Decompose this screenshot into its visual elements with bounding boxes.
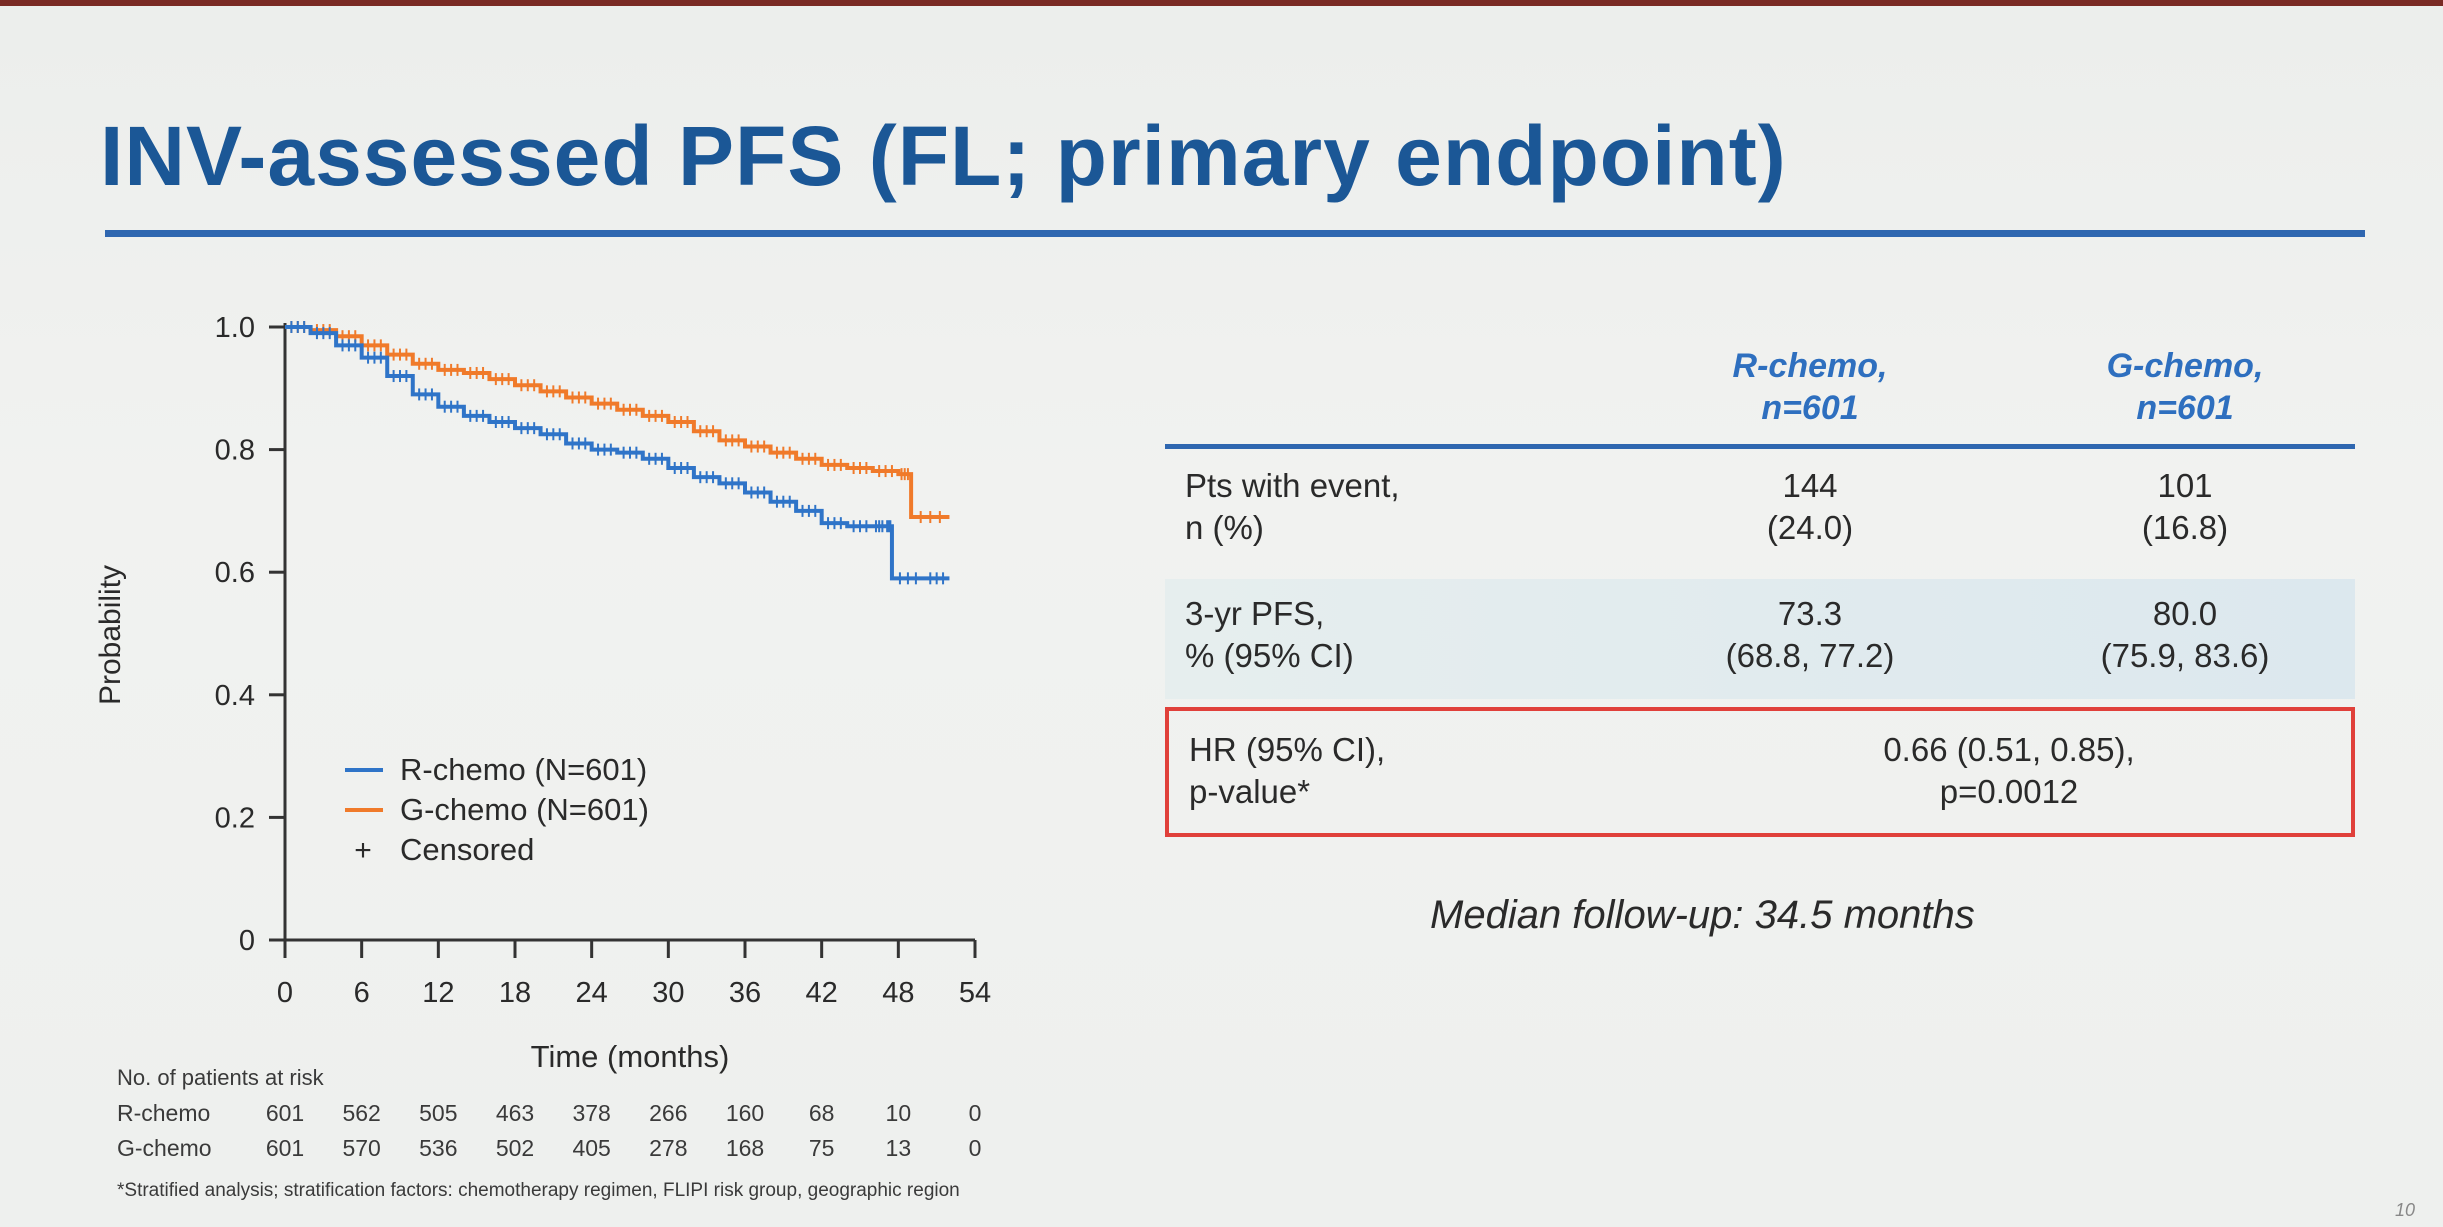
header-line: R-chemo,	[1732, 347, 1888, 385]
at-risk-value: 75	[808, 1135, 835, 1161]
x-tick-label: 24	[576, 977, 608, 1009]
at-risk-label: R-chemo	[117, 1100, 211, 1126]
x-tick-label: 30	[652, 977, 684, 1009]
row-label-line: % (95% CI)	[1185, 637, 1354, 674]
x-tick-label: 18	[499, 977, 531, 1009]
at-risk-value: 536	[419, 1135, 458, 1161]
row-label-line: p-value*	[1189, 773, 1311, 810]
y-tick-label: 0.6	[215, 557, 255, 589]
at-risk-value: 601	[265, 1100, 305, 1126]
top-accent-bar	[0, 0, 2443, 6]
at-risk-value: 266	[649, 1100, 688, 1126]
cell-line: p=0.0012	[1939, 773, 2079, 810]
column-header-g-chemo: G-chemo, n=601	[2035, 345, 2335, 429]
results-table: R-chemo, n=601 G-chemo, n=601 Pts with e…	[1165, 345, 2355, 845]
y-tick-label: 0.2	[215, 802, 255, 834]
median-followup: Median follow-up: 34.5 months	[1430, 893, 1975, 937]
row-label: Pts with event, n (%)	[1185, 465, 1400, 549]
at-risk-value: 378	[572, 1100, 611, 1126]
table-header-rule	[1165, 444, 2355, 449]
at-risk-label: G-chemo	[117, 1135, 212, 1161]
row-label-line: 3-yr PFS,	[1185, 595, 1325, 632]
cell-g-chemo: 80.0 (75.9, 83.6)	[2025, 593, 2345, 677]
at-risk-value: 68	[808, 1100, 835, 1126]
y-tick-label: 0.8	[215, 435, 255, 467]
cell-line: 101	[2157, 467, 2213, 504]
header-line: G-chemo,	[2106, 347, 2264, 385]
table-row-hazard-ratio: HR (95% CI), p-value* 0.66 (0.51, 0.85),…	[1165, 707, 2355, 837]
at-risk-value: 463	[495, 1100, 535, 1126]
cell-line: 80.0	[2152, 595, 2218, 632]
cell-line: 73.3	[1777, 595, 1843, 632]
header-line: n=601	[1761, 389, 1859, 427]
page-number: 10	[2395, 1200, 2416, 1220]
series-line	[285, 325, 950, 520]
x-tick-label: 54	[959, 977, 991, 1009]
y-tick-label: 0	[239, 925, 255, 957]
chart-series	[285, 321, 950, 585]
row-label-line: HR (95% CI),	[1189, 731, 1386, 768]
cell-line: 144	[1782, 467, 1838, 504]
x-tick-label: 0	[277, 977, 293, 1009]
table-row-events: Pts with event, n (%) 144 (24.0) 101 (16…	[1165, 465, 2355, 565]
cell-line: (16.8)	[2141, 509, 2229, 546]
cell-line: (24.0)	[1766, 509, 1854, 546]
cell-r-chemo: 144 (24.0)	[1650, 465, 1970, 549]
legend-label: Censored	[400, 832, 534, 867]
legend-label: G-chemo (N=601)	[400, 792, 649, 827]
legend-label: R-chemo (N=601)	[400, 752, 647, 787]
cell-g-chemo: 101 (16.8)	[2025, 465, 2345, 549]
hazard-ratio-value: 0.66 (0.51, 0.85), p=0.0012	[1654, 729, 2364, 813]
at-risk-value: 405	[572, 1135, 611, 1161]
row-label: 3-yr PFS, % (95% CI)	[1185, 593, 1354, 677]
row-label-line: Pts with event,	[1185, 467, 1400, 504]
y-tick-label: 1.0	[215, 312, 255, 344]
at-risk-value: 562	[342, 1100, 381, 1126]
x-tick-label: 12	[422, 977, 454, 1009]
legend-censored-symbol: +	[354, 834, 372, 867]
footnote: *Stratified analysis; stratification fac…	[117, 1180, 960, 1201]
row-label: HR (95% CI), p-value*	[1189, 729, 1385, 813]
slide-title: INV-assessed PFS (FL; primary endpoint)	[100, 109, 1787, 203]
at-risk-value: 0	[968, 1100, 982, 1126]
at-risk-value: 278	[649, 1135, 688, 1161]
x-tick-label: 6	[354, 977, 370, 1009]
cell-line: (68.8, 77.2)	[1725, 637, 1895, 674]
chart-legend: R-chemo (N=601) G-chemo (N=601) + Censored	[345, 752, 649, 867]
at-risk-value: 601	[265, 1135, 305, 1161]
x-tick-label: 42	[806, 977, 838, 1009]
at-risk-value: 160	[725, 1100, 765, 1126]
at-risk-value: 505	[419, 1100, 458, 1126]
x-tick-label: 48	[882, 977, 914, 1009]
series-line	[285, 325, 950, 581]
column-header-r-chemo: R-chemo, n=601	[1660, 345, 1960, 429]
cell-r-chemo: 73.3 (68.8, 77.2)	[1650, 593, 1970, 677]
at-risk-value: 10	[885, 1100, 912, 1126]
row-label-line: n (%)	[1185, 509, 1264, 546]
at-risk-title: No. of patients at risk	[117, 1065, 324, 1090]
table-row-3yr-pfs: 3-yr PFS, % (95% CI) 73.3 (68.8, 77.2) 8…	[1165, 579, 2355, 699]
at-risk-value: 0	[968, 1135, 982, 1161]
x-axis-label: Time (months)	[531, 1039, 730, 1074]
y-tick-label: 0.4	[215, 680, 255, 712]
x-tick-label: 36	[729, 977, 761, 1009]
title-underline	[105, 230, 2365, 237]
chart-axes: 0 0.2 0.4 0.6 0.8 1.0 0 6 12 18 24 30 36 42 48 54	[215, 312, 991, 1009]
y-axis-label: Probability	[94, 565, 127, 705]
at-risk-value: 502	[495, 1135, 535, 1161]
at-risk-value: 13	[885, 1135, 912, 1161]
at-risk-value: 570	[342, 1135, 381, 1161]
cell-line: (75.9, 83.6)	[2100, 637, 2270, 674]
cell-line: 0.66 (0.51, 0.85),	[1883, 731, 2135, 768]
at-risk-value: 168	[725, 1135, 765, 1161]
header-line: n=601	[2136, 389, 2234, 427]
